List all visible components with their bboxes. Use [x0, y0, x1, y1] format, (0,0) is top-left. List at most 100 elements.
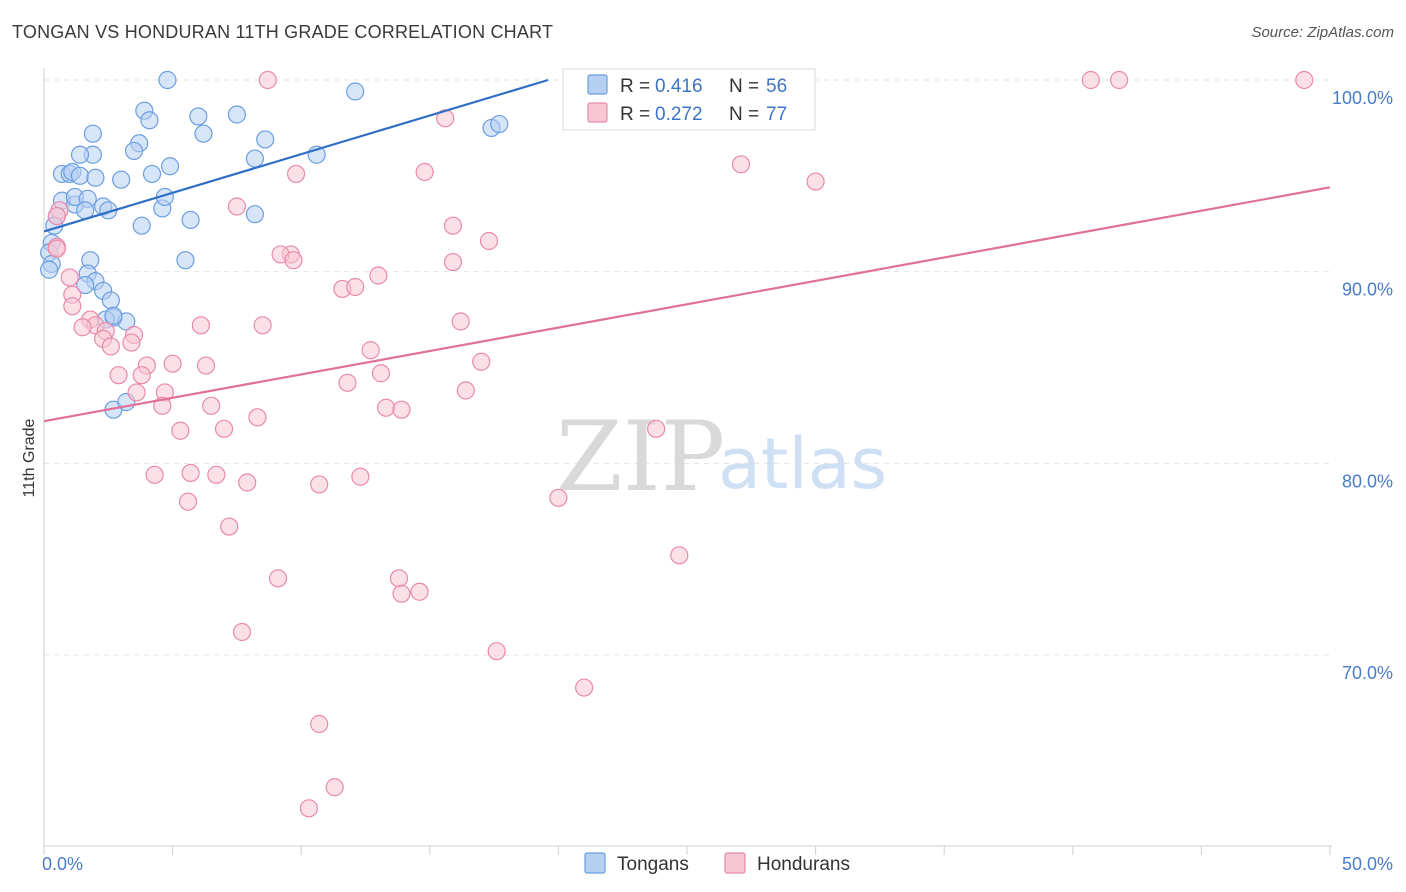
tongan-point	[181, 210, 200, 230]
tongan-point	[189, 107, 208, 126]
tongan-point	[83, 124, 102, 143]
honduran-point	[248, 408, 267, 427]
bottom-legend-label: Tongans	[617, 854, 689, 875]
bottom-legend-label: Hondurans	[757, 854, 850, 875]
honduran-point	[73, 318, 92, 337]
honduran-point	[196, 356, 216, 375]
tongan-point	[76, 275, 95, 295]
honduran-point	[191, 316, 210, 335]
legend-r-value: 0.272	[655, 104, 703, 125]
honduran-point	[163, 354, 182, 373]
tongan-point	[140, 111, 159, 130]
tongan-point	[490, 114, 509, 134]
honduran-point	[647, 419, 666, 438]
honduran-point	[171, 421, 190, 440]
legend: R = 0.416 N = 56 R = 0.272 N = 77	[562, 68, 816, 131]
honduran-point	[181, 463, 200, 483]
honduran-point	[63, 297, 82, 316]
honduran-point	[109, 366, 128, 385]
honduran-point	[392, 400, 411, 419]
legend-n-label: N =	[729, 104, 759, 125]
honduran-point	[178, 492, 198, 511]
honduran-point	[731, 155, 751, 174]
tongan-point	[104, 306, 123, 325]
tongan-point	[256, 130, 275, 149]
honduran-point	[325, 778, 344, 797]
honduran-point	[479, 231, 499, 251]
honduran-point	[369, 266, 388, 285]
y-tick-label: 70.0%	[1342, 663, 1393, 683]
watermark-atlas: atlas	[718, 423, 887, 505]
honduran-point	[472, 352, 491, 371]
honduran-point	[575, 678, 594, 697]
bottom-legend-swatch	[724, 852, 746, 874]
honduran-point	[286, 164, 306, 184]
honduran-point	[389, 569, 409, 588]
bottom-legend: Tongans Hondurans	[584, 852, 850, 875]
honduran-point	[310, 475, 329, 494]
tongan-trend-line	[43, 78, 549, 233]
honduran-point	[132, 366, 151, 385]
honduran-point	[220, 517, 239, 536]
honduran-point	[410, 582, 429, 601]
honduran-point	[60, 268, 79, 287]
legend-n-label: N =	[729, 76, 759, 97]
bottom-legend-swatch	[584, 852, 606, 874]
honduran-point	[456, 381, 475, 400]
trend-lines	[43, 78, 1331, 423]
honduran-point	[47, 239, 66, 258]
honduran-point	[346, 277, 365, 297]
tongan-point	[160, 157, 180, 176]
honduran-point	[487, 642, 506, 661]
y-tick-label: 90.0%	[1342, 280, 1393, 300]
honduran-point	[392, 584, 411, 603]
honduran-point	[351, 467, 370, 486]
tongan-point	[227, 105, 246, 124]
honduran-point	[376, 398, 396, 417]
data-points	[40, 70, 1314, 818]
honduran-point	[238, 473, 257, 492]
honduran-point	[299, 799, 319, 818]
tongan-point	[101, 291, 120, 310]
honduran-point	[451, 312, 470, 331]
tongan-point	[245, 149, 265, 168]
tongan-point	[142, 164, 162, 184]
honduran-point	[549, 488, 568, 507]
legend-swatch	[587, 74, 608, 95]
honduran-point	[232, 622, 252, 642]
x-tick-label: 0.0%	[42, 854, 83, 874]
tongan-point	[124, 141, 144, 161]
legend-r-value: 0.416	[655, 76, 703, 97]
grid-lines	[44, 79, 1330, 656]
honduran-point	[361, 341, 380, 360]
tongan-point	[194, 124, 213, 143]
tongan-point	[112, 170, 131, 189]
honduran-point	[670, 546, 689, 565]
honduran-point	[371, 364, 391, 383]
honduran-point	[1109, 70, 1129, 90]
legend-r-label: R =	[620, 76, 650, 97]
honduran-point	[122, 333, 141, 352]
honduran-point	[101, 337, 120, 356]
legend-n-value: 77	[766, 104, 787, 125]
honduran-point	[415, 162, 434, 182]
legend-swatch	[587, 102, 608, 123]
honduran-point	[227, 197, 246, 216]
tongan-point	[346, 82, 365, 101]
tongan-point	[70, 145, 90, 164]
chart-source: Source: ZipAtlas.com	[1251, 24, 1394, 41]
x-tick-label: 50.0%	[1342, 854, 1393, 874]
honduran-point	[310, 714, 329, 734]
honduran-point	[153, 396, 172, 415]
honduran-point	[207, 465, 226, 484]
honduran-point	[1081, 70, 1100, 90]
legend-n-value: 56	[766, 76, 787, 97]
honduran-point	[127, 383, 146, 402]
honduran-point	[443, 252, 463, 272]
honduran-point	[202, 396, 221, 415]
honduran-point	[47, 206, 66, 226]
tongan-point	[40, 260, 59, 279]
y-tick-label: 80.0%	[1342, 471, 1393, 491]
legend-r-label: R =	[620, 104, 650, 125]
chart-title: TONGAN VS HONDURAN 11TH GRADE CORRELATIO…	[12, 22, 554, 42]
